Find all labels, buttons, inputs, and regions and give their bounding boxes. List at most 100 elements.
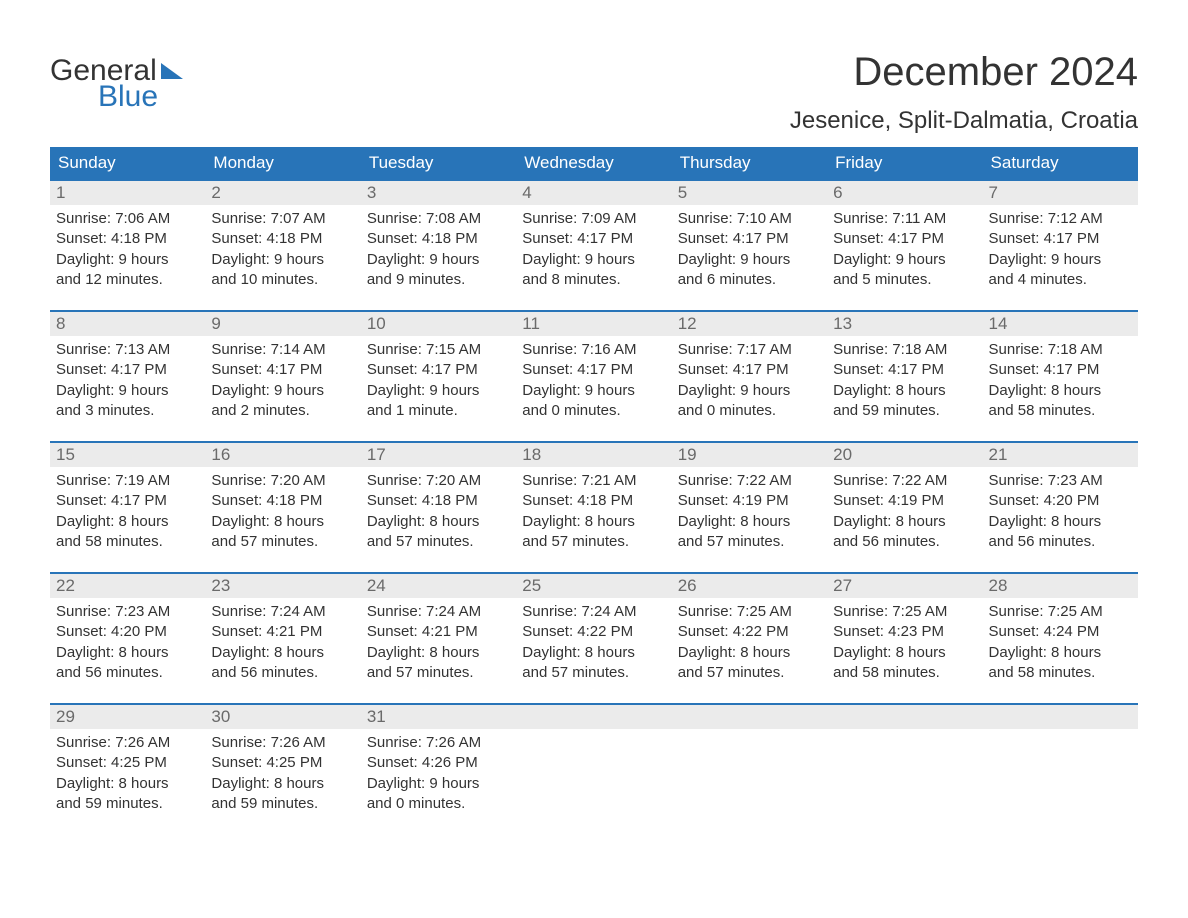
daylight-line-1: Daylight: 8 hours <box>367 512 510 532</box>
day-content: Sunrise: 7:12 AMSunset: 4:17 PMDaylight:… <box>983 205 1138 290</box>
day-number-empty <box>672 705 827 729</box>
day-number: 10 <box>361 312 516 336</box>
day-cell: 8Sunrise: 7:13 AMSunset: 4:17 PMDaylight… <box>50 312 205 421</box>
day-number: 4 <box>516 181 671 205</box>
sunrise-line: Sunrise: 7:22 AM <box>833 471 976 491</box>
day-cell: 27Sunrise: 7:25 AMSunset: 4:23 PMDayligh… <box>827 574 982 683</box>
day-number: 17 <box>361 443 516 467</box>
day-content: Sunrise: 7:22 AMSunset: 4:19 PMDaylight:… <box>672 467 827 552</box>
day-content: Sunrise: 7:06 AMSunset: 4:18 PMDaylight:… <box>50 205 205 290</box>
daylight-line-1: Daylight: 9 hours <box>211 250 354 270</box>
day-cell <box>983 705 1138 814</box>
sunset-line: Sunset: 4:22 PM <box>522 622 665 642</box>
day-number-empty <box>516 705 671 729</box>
day-cell: 6Sunrise: 7:11 AMSunset: 4:17 PMDaylight… <box>827 181 982 290</box>
daylight-line-2: and 0 minutes. <box>678 401 821 421</box>
day-cell: 19Sunrise: 7:22 AMSunset: 4:19 PMDayligh… <box>672 443 827 552</box>
day-cell: 9Sunrise: 7:14 AMSunset: 4:17 PMDaylight… <box>205 312 360 421</box>
location: Jesenice, Split-Dalmatia, Croatia <box>790 107 1138 135</box>
weekday-cell: Thursday <box>672 147 827 179</box>
day-content: Sunrise: 7:26 AMSunset: 4:25 PMDaylight:… <box>205 729 360 814</box>
sunset-line: Sunset: 4:17 PM <box>833 360 976 380</box>
day-number: 5 <box>672 181 827 205</box>
day-content: Sunrise: 7:07 AMSunset: 4:18 PMDaylight:… <box>205 205 360 290</box>
daylight-line-1: Daylight: 8 hours <box>522 643 665 663</box>
day-number: 13 <box>827 312 982 336</box>
day-number: 7 <box>983 181 1138 205</box>
weekday-cell: Friday <box>827 147 982 179</box>
sunset-line: Sunset: 4:17 PM <box>522 360 665 380</box>
daylight-line-2: and 0 minutes. <box>367 794 510 814</box>
sunrise-line: Sunrise: 7:24 AM <box>367 602 510 622</box>
day-content: Sunrise: 7:11 AMSunset: 4:17 PMDaylight:… <box>827 205 982 290</box>
daylight-line-2: and 57 minutes. <box>522 532 665 552</box>
daylight-line-2: and 59 minutes. <box>56 794 199 814</box>
day-content: Sunrise: 7:24 AMSunset: 4:21 PMDaylight:… <box>361 598 516 683</box>
daylight-line-1: Daylight: 8 hours <box>56 774 199 794</box>
sunset-line: Sunset: 4:26 PM <box>367 753 510 773</box>
day-number: 3 <box>361 181 516 205</box>
day-number: 29 <box>50 705 205 729</box>
day-content: Sunrise: 7:23 AMSunset: 4:20 PMDaylight:… <box>50 598 205 683</box>
sunrise-line: Sunrise: 7:07 AM <box>211 209 354 229</box>
week-row: 22Sunrise: 7:23 AMSunset: 4:20 PMDayligh… <box>50 572 1138 683</box>
daylight-line-2: and 58 minutes. <box>989 401 1132 421</box>
daylight-line-2: and 0 minutes. <box>522 401 665 421</box>
daylight-line-1: Daylight: 9 hours <box>367 774 510 794</box>
day-cell: 17Sunrise: 7:20 AMSunset: 4:18 PMDayligh… <box>361 443 516 552</box>
weeks-container: 1Sunrise: 7:06 AMSunset: 4:18 PMDaylight… <box>50 179 1138 814</box>
day-cell: 2Sunrise: 7:07 AMSunset: 4:18 PMDaylight… <box>205 181 360 290</box>
day-number: 20 <box>827 443 982 467</box>
day-cell <box>827 705 982 814</box>
week-row: 29Sunrise: 7:26 AMSunset: 4:25 PMDayligh… <box>50 703 1138 814</box>
daylight-line-1: Daylight: 8 hours <box>522 512 665 532</box>
day-content: Sunrise: 7:26 AMSunset: 4:25 PMDaylight:… <box>50 729 205 814</box>
sunset-line: Sunset: 4:21 PM <box>367 622 510 642</box>
daylight-line-2: and 57 minutes. <box>211 532 354 552</box>
day-number: 25 <box>516 574 671 598</box>
daylight-line-1: Daylight: 9 hours <box>522 381 665 401</box>
sunrise-line: Sunrise: 7:24 AM <box>211 602 354 622</box>
sunset-line: Sunset: 4:17 PM <box>989 360 1132 380</box>
week-row: 8Sunrise: 7:13 AMSunset: 4:17 PMDaylight… <box>50 310 1138 421</box>
day-content: Sunrise: 7:24 AMSunset: 4:21 PMDaylight:… <box>205 598 360 683</box>
day-content: Sunrise: 7:20 AMSunset: 4:18 PMDaylight:… <box>361 467 516 552</box>
week-row: 15Sunrise: 7:19 AMSunset: 4:17 PMDayligh… <box>50 441 1138 552</box>
sunrise-line: Sunrise: 7:23 AM <box>56 602 199 622</box>
day-number: 24 <box>361 574 516 598</box>
daylight-line-1: Daylight: 8 hours <box>833 381 976 401</box>
daylight-line-1: Daylight: 9 hours <box>678 381 821 401</box>
daylight-line-1: Daylight: 9 hours <box>989 250 1132 270</box>
daylight-line-1: Daylight: 8 hours <box>367 643 510 663</box>
sunrise-line: Sunrise: 7:26 AM <box>56 733 199 753</box>
day-content: Sunrise: 7:15 AMSunset: 4:17 PMDaylight:… <box>361 336 516 421</box>
sunset-line: Sunset: 4:19 PM <box>678 491 821 511</box>
sunset-line: Sunset: 4:25 PM <box>56 753 199 773</box>
weekday-cell: Wednesday <box>516 147 671 179</box>
daylight-line-2: and 12 minutes. <box>56 270 199 290</box>
daylight-line-2: and 9 minutes. <box>367 270 510 290</box>
day-number: 31 <box>361 705 516 729</box>
daylight-line-1: Daylight: 8 hours <box>989 381 1132 401</box>
logo-text-blue: Blue <box>98 82 183 112</box>
day-cell: 20Sunrise: 7:22 AMSunset: 4:19 PMDayligh… <box>827 443 982 552</box>
sunrise-line: Sunrise: 7:09 AM <box>522 209 665 229</box>
sunset-line: Sunset: 4:17 PM <box>522 229 665 249</box>
sunset-line: Sunset: 4:17 PM <box>56 360 199 380</box>
day-cell: 4Sunrise: 7:09 AMSunset: 4:17 PMDaylight… <box>516 181 671 290</box>
day-number: 18 <box>516 443 671 467</box>
day-cell: 10Sunrise: 7:15 AMSunset: 4:17 PMDayligh… <box>361 312 516 421</box>
day-number: 2 <box>205 181 360 205</box>
day-content: Sunrise: 7:18 AMSunset: 4:17 PMDaylight:… <box>983 336 1138 421</box>
daylight-line-2: and 59 minutes. <box>211 794 354 814</box>
day-content: Sunrise: 7:25 AMSunset: 4:23 PMDaylight:… <box>827 598 982 683</box>
day-content: Sunrise: 7:24 AMSunset: 4:22 PMDaylight:… <box>516 598 671 683</box>
month-title: December 2024 <box>790 50 1138 95</box>
sunset-line: Sunset: 4:18 PM <box>211 491 354 511</box>
sunrise-line: Sunrise: 7:06 AM <box>56 209 199 229</box>
daylight-line-2: and 56 minutes. <box>211 663 354 683</box>
day-content: Sunrise: 7:17 AMSunset: 4:17 PMDaylight:… <box>672 336 827 421</box>
daylight-line-1: Daylight: 9 hours <box>367 381 510 401</box>
daylight-line-2: and 4 minutes. <box>989 270 1132 290</box>
day-content: Sunrise: 7:10 AMSunset: 4:17 PMDaylight:… <box>672 205 827 290</box>
